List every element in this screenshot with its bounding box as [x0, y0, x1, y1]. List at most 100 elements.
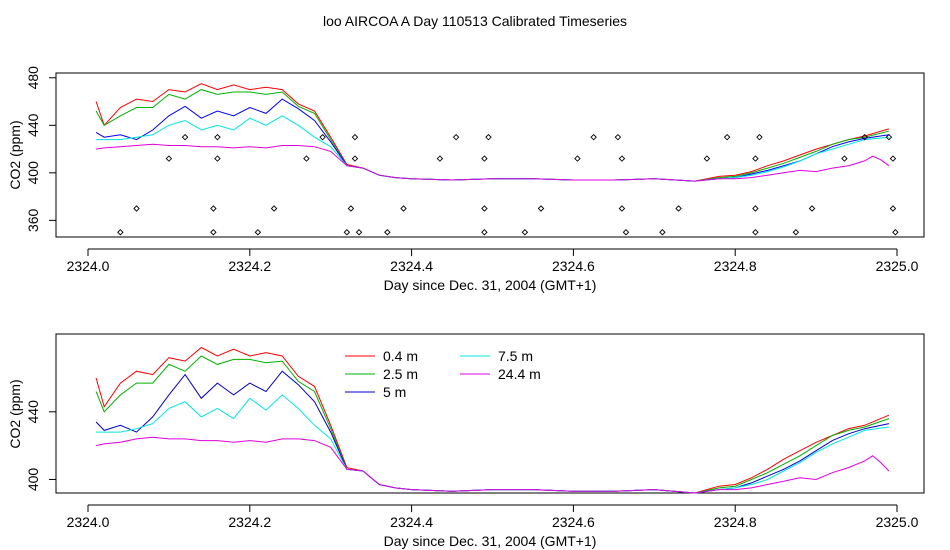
- data-point-diamond: [384, 229, 391, 236]
- legend-label: 24.4 m: [498, 366, 541, 382]
- data-point-diamond: [889, 205, 897, 212]
- x-tick-label: 2325.0: [876, 258, 919, 274]
- top-points-group: [117, 133, 899, 236]
- data-point-diamond: [210, 205, 217, 212]
- legend-label: 5 m: [383, 384, 406, 400]
- series-line-2-5-m: [95, 355, 890, 494]
- data-point-diamond: [752, 205, 759, 212]
- data-point-diamond: [436, 155, 444, 162]
- data-point-diamond: [590, 133, 597, 141]
- x-tick-label: 2324.6: [552, 514, 595, 530]
- data-point-diamond: [214, 133, 221, 141]
- series-line-24-4-m: [95, 436, 890, 494]
- x-tick-label: 2324.4: [390, 514, 433, 530]
- top-x-axis-label: Day since Dec. 31, 2004 (GMT+1): [384, 277, 597, 293]
- data-point-diamond: [481, 205, 488, 212]
- data-point-diamond: [756, 133, 763, 141]
- series-line-7-5-m: [96, 394, 889, 494]
- top-y-axis: 360 400 440 480: [25, 66, 57, 232]
- data-point-diamond: [618, 155, 626, 162]
- data-point-diamond: [723, 133, 731, 141]
- data-point-diamond: [752, 229, 759, 236]
- y-tick-label: 440: [25, 113, 41, 137]
- data-point-diamond: [303, 155, 310, 162]
- bottom-x-axis: 2324.0 2324.2 2324.4 2324.6 2324.8 2325.0: [67, 504, 919, 530]
- figure-title: loo AIRCOA A Day 110513 Calibrated Times…: [323, 13, 627, 29]
- data-point-diamond: [485, 133, 492, 141]
- data-point-diamond: [537, 205, 545, 212]
- series-line-0: [95, 83, 890, 182]
- data-point-diamond: [808, 205, 816, 212]
- legend-label: 2.5 m: [383, 366, 418, 382]
- series-line-5-m: [95, 370, 890, 494]
- data-point-diamond: [659, 229, 666, 236]
- bottom-series-group: [95, 346, 890, 494]
- data-point-diamond: [622, 229, 630, 236]
- data-point-diamond: [574, 155, 581, 162]
- y-tick-label: 360: [25, 208, 41, 232]
- data-point-diamond: [521, 229, 529, 236]
- x-tick-label: 2324.0: [67, 514, 110, 530]
- top-series-group: [95, 83, 890, 182]
- data-point-diamond: [675, 205, 682, 212]
- data-point-diamond: [885, 133, 893, 141]
- legend-label: 0.4 m: [383, 348, 418, 364]
- data-point-diamond: [343, 229, 351, 236]
- series-line-3: [96, 115, 889, 182]
- bottom-x-axis-label: Day since Dec. 31, 2004 (GMT+1): [384, 533, 597, 549]
- data-point-diamond: [841, 155, 848, 162]
- y-tick-label: 440: [25, 400, 41, 424]
- data-point-diamond: [618, 205, 626, 212]
- data-point-diamond: [614, 133, 622, 141]
- x-tick-label: 2324.8: [714, 258, 757, 274]
- legend-label: 7.5 m: [498, 348, 533, 364]
- x-tick-label: 2324.2: [228, 514, 271, 530]
- data-point-diamond: [889, 155, 897, 162]
- data-point-diamond: [892, 229, 899, 236]
- top-y-axis-label: CO2 (ppm): [7, 120, 23, 189]
- data-point-diamond: [214, 155, 221, 162]
- data-point-diamond: [270, 205, 278, 212]
- bottom-plot-frame: [55, 333, 925, 494]
- data-point-diamond: [319, 133, 326, 141]
- data-point-diamond: [792, 229, 800, 236]
- data-point-diamond: [452, 133, 460, 141]
- y-tick-label: 400: [25, 161, 41, 185]
- x-tick-label: 2324.8: [714, 514, 757, 530]
- data-point-diamond: [165, 155, 173, 162]
- x-tick-label: 2325.0: [876, 514, 919, 530]
- y-tick-label: 480: [25, 66, 41, 90]
- series-line-2: [95, 98, 889, 182]
- top-plot-frame: [55, 72, 925, 238]
- data-point-diamond: [481, 155, 488, 162]
- data-point-diamond: [400, 205, 407, 212]
- y-tick-label: 400: [25, 468, 41, 492]
- bottom-y-axis-label: CO2 (ppm): [7, 379, 23, 448]
- data-point-diamond: [481, 229, 488, 236]
- data-point-diamond: [133, 205, 140, 212]
- series-line-1: [95, 89, 890, 182]
- x-tick-label: 2324.6: [552, 258, 595, 274]
- data-point-diamond: [355, 229, 363, 236]
- bottom-panel: 2324.0 2324.2 2324.4 2324.6 2324.8 2325.0 400…: [7, 333, 925, 549]
- data-point-diamond: [210, 229, 217, 236]
- series-line-4: [96, 143, 890, 182]
- x-tick-label: 2324.2: [228, 258, 271, 274]
- data-point-diamond: [254, 229, 262, 236]
- data-point-diamond: [181, 133, 189, 141]
- bottom-y-axis: 400 440: [25, 400, 57, 492]
- x-tick-label: 2324.4: [390, 258, 433, 274]
- data-point-diamond: [703, 155, 711, 162]
- top-panel: 2324.0 2324.2 2324.4 2324.6 2324.8 2325.0 360…: [7, 66, 925, 293]
- bottom-legend: 0.4 m 2.5 m 5 m 7.5 m 24.4 m: [345, 348, 541, 400]
- data-point-diamond: [351, 155, 359, 162]
- top-x-axis: 2324.0 2324.2 2324.4 2324.6 2324.8 2325.0: [67, 248, 919, 274]
- data-point-diamond: [861, 133, 868, 141]
- data-point-diamond: [347, 205, 355, 212]
- data-point-diamond: [351, 133, 359, 141]
- data-point-diamond: [752, 155, 759, 162]
- x-tick-label: 2324.0: [67, 258, 110, 274]
- data-point-diamond: [117, 229, 124, 236]
